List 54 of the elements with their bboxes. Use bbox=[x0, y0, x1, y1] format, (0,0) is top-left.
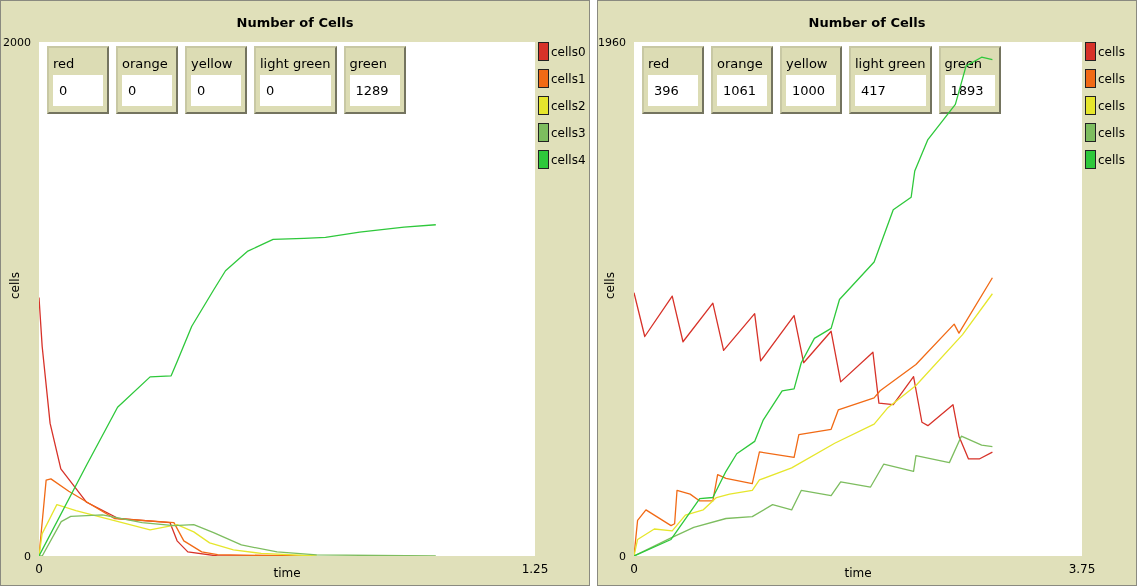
chart-title: Number of Cells bbox=[235, 15, 355, 30]
annotation: 396 bbox=[648, 75, 698, 106]
annotation: 417 bbox=[855, 75, 926, 106]
legend-label: cells bbox=[1098, 152, 1125, 167]
legend-label: cells bbox=[1098, 44, 1125, 59]
x-tick-label: 0 bbox=[35, 561, 43, 576]
annotation: light green bbox=[260, 56, 331, 71]
legend-label: cells2 bbox=[551, 98, 586, 113]
legend-label: cells1 bbox=[551, 71, 586, 86]
monitor-box: yellow 0 bbox=[185, 46, 247, 114]
annotation: 0 bbox=[191, 75, 241, 106]
monitor-box: light green 0 bbox=[254, 46, 337, 114]
x-tick-label: 0 bbox=[630, 561, 638, 576]
annotation: green bbox=[349, 56, 389, 71]
monitor-box: light green 417 bbox=[849, 46, 932, 114]
legend-label: cells bbox=[1098, 125, 1125, 140]
legend-label: cells3 bbox=[551, 125, 586, 140]
x-tick-label: 1.25 bbox=[521, 561, 549, 576]
annotation: red bbox=[648, 56, 671, 71]
chart-title: Number of Cells bbox=[807, 15, 927, 30]
y-axis-title: cells bbox=[8, 272, 23, 299]
line-series bbox=[39, 514, 437, 556]
line-series bbox=[39, 503, 318, 556]
annotation: 1000 bbox=[786, 75, 836, 106]
annotation: 1289 bbox=[349, 75, 400, 106]
annotation: yellow bbox=[191, 56, 234, 71]
annotation: orange bbox=[122, 56, 169, 71]
legend-label: cells bbox=[1098, 71, 1125, 86]
annotation: 1061 bbox=[717, 75, 767, 106]
monitor-box: green 1289 bbox=[343, 46, 406, 114]
x-axis-title: time bbox=[844, 566, 872, 580]
monitor-box: orange 1061 bbox=[711, 46, 773, 114]
line-series bbox=[39, 224, 437, 556]
annotation: 0 bbox=[260, 75, 331, 106]
legend-label: cells0 bbox=[551, 44, 586, 59]
annotation: light green bbox=[855, 56, 926, 71]
x-tick-label: 3.75 bbox=[1068, 561, 1096, 576]
x-axis-title: time bbox=[273, 566, 301, 580]
y-tick-label: 2000 bbox=[3, 35, 31, 49]
line-series bbox=[634, 292, 994, 460]
monitor-box: orange 0 bbox=[116, 46, 178, 114]
y-tick-label: 1960 bbox=[598, 35, 626, 49]
monitor-box: yellow 1000 bbox=[780, 46, 842, 114]
legend-label: cells4 bbox=[551, 152, 586, 167]
annotation: red bbox=[53, 56, 76, 71]
annotation: yellow bbox=[786, 56, 829, 71]
monitor-box: red 396 bbox=[642, 46, 704, 114]
annotation: orange bbox=[717, 56, 764, 71]
annotation: 0 bbox=[53, 75, 103, 106]
monitor-box: red 0 bbox=[47, 46, 109, 114]
line-series bbox=[634, 56, 994, 556]
legend-label: cells bbox=[1098, 98, 1125, 113]
annotation: 0 bbox=[122, 75, 172, 106]
y-axis-title: cells bbox=[603, 272, 618, 299]
